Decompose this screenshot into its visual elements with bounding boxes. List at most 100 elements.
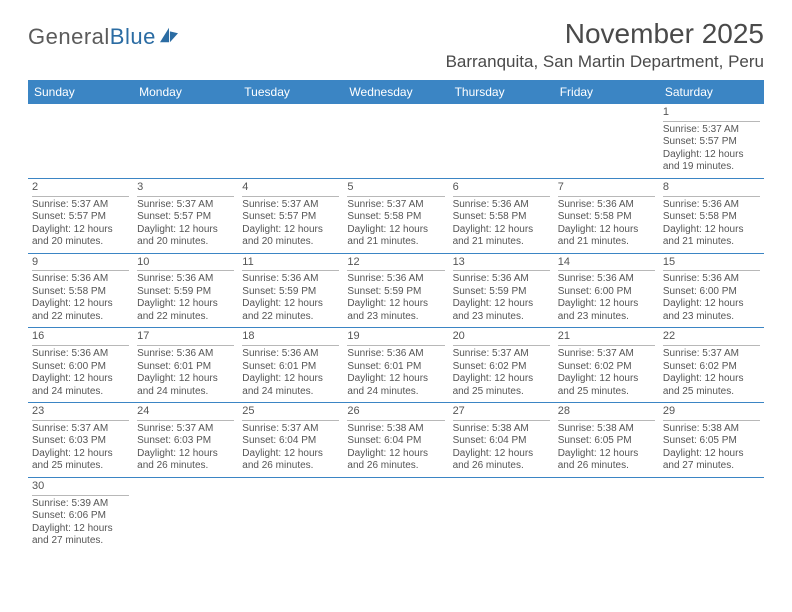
daylight-line-1: Daylight: 12 hours <box>453 373 550 386</box>
sunset-line: Sunset: 6:01 PM <box>347 361 444 374</box>
day-cell: 19Sunrise: 5:36 AMSunset: 6:01 PMDayligh… <box>343 328 448 402</box>
daylight-line-2: and 26 minutes. <box>347 460 444 473</box>
day-cell <box>133 104 238 178</box>
day-number: 1 <box>663 106 760 122</box>
weeks-container: 1 Sunrise: 5:37 AM Sunset: 5:57 PM Daylight… <box>28 104 764 552</box>
daylight-line-1: Daylight: 12 hours <box>453 448 550 461</box>
daylight-line-1: Daylight: 12 hours <box>663 224 760 237</box>
day-cell: 1Sunrise: 5:37 AMSunset: 5:57 PMDaylight… <box>659 104 764 178</box>
daylight-line-2: and 22 minutes. <box>32 311 129 324</box>
daylight-line-1: Daylight: 12 hours <box>558 448 655 461</box>
daylight-line-2: and 23 minutes. <box>453 311 550 324</box>
sunset-line: Sunset: 6:01 PM <box>137 361 234 374</box>
page-header: GeneralBlue November 2025 Barranquita, S… <box>28 18 764 72</box>
dow-cell: Thursday <box>449 80 554 104</box>
day-cell <box>343 478 448 552</box>
daylight-line-1: Daylight: 12 hours <box>242 448 339 461</box>
day-cell: 30Sunrise: 5:39 AMSunset: 6:06 PMDayligh… <box>28 478 133 552</box>
day-cell: 2Sunrise: 5:37 AMSunset: 5:57 PMDaylight… <box>28 179 133 253</box>
day-cell: 16Sunrise: 5:36 AMSunset: 6:00 PMDayligh… <box>28 328 133 402</box>
sunrise-line: Sunrise: 5:36 AM <box>32 273 129 286</box>
daylight-line-2: and 24 minutes. <box>242 386 339 399</box>
sunrise-line: Sunrise: 5:37 AM <box>347 199 444 212</box>
sunrise-line: Sunrise: 5:36 AM <box>558 273 655 286</box>
daylight-line-2: and 27 minutes. <box>32 535 129 548</box>
sunrise-line: Sunrise: 5:37 AM <box>663 348 760 361</box>
daylight-line-1: Daylight: 12 hours <box>347 373 444 386</box>
sunset-line: Sunset: 5:59 PM <box>453 286 550 299</box>
day-cell: 29Sunrise: 5:38 AMSunset: 6:05 PMDayligh… <box>659 403 764 477</box>
daylight-line-2: and 23 minutes. <box>347 311 444 324</box>
day-cell: 20Sunrise: 5:37 AMSunset: 6:02 PMDayligh… <box>449 328 554 402</box>
daylight-line-1: Daylight: 12 hours <box>347 224 444 237</box>
daylight-line-1: Daylight: 12 hours <box>32 523 129 536</box>
day-cell: 14Sunrise: 5:36 AMSunset: 6:00 PMDayligh… <box>554 254 659 328</box>
day-cell: 10Sunrise: 5:36 AMSunset: 5:59 PMDayligh… <box>133 254 238 328</box>
day-number: 5 <box>347 181 444 197</box>
daylight-line-2: and 19 minutes. <box>663 161 760 174</box>
daylight-line-2: and 21 minutes. <box>663 236 760 249</box>
daylight-line-2: and 24 minutes. <box>32 386 129 399</box>
title-block: November 2025 Barranquita, San Martin De… <box>446 18 764 72</box>
daylight-line-2: and 25 minutes. <box>663 386 760 399</box>
sunrise-line: Sunrise: 5:36 AM <box>453 199 550 212</box>
day-number: 23 <box>32 405 129 421</box>
week-row: 23Sunrise: 5:37 AMSunset: 6:03 PMDayligh… <box>28 403 764 478</box>
day-cell: 7Sunrise: 5:36 AMSunset: 5:58 PMDaylight… <box>554 179 659 253</box>
daylight-line-2: and 23 minutes. <box>558 311 655 324</box>
week-row: 30Sunrise: 5:39 AMSunset: 6:06 PMDayligh… <box>28 478 764 552</box>
day-number: 21 <box>558 330 655 346</box>
day-cell: 24Sunrise: 5:37 AMSunset: 6:03 PMDayligh… <box>133 403 238 477</box>
daylight-line-2: and 20 minutes. <box>137 236 234 249</box>
sunset-line: Sunset: 5:58 PM <box>453 211 550 224</box>
day-number: 3 <box>137 181 234 197</box>
sunrise-line: Sunrise: 5:36 AM <box>663 199 760 212</box>
daylight-line-2: and 25 minutes. <box>558 386 655 399</box>
day-number: 15 <box>663 256 760 272</box>
logo-text-a: General <box>28 24 110 49</box>
sunset-line: Sunset: 5:57 PM <box>137 211 234 224</box>
sunrise-line: Sunrise: 5:37 AM <box>558 348 655 361</box>
daylight-line-1: Daylight: 12 hours <box>663 298 760 311</box>
day-cell: 18Sunrise: 5:36 AMSunset: 6:01 PMDayligh… <box>238 328 343 402</box>
day-cell <box>554 104 659 178</box>
day-cell: 17Sunrise: 5:36 AMSunset: 6:01 PMDayligh… <box>133 328 238 402</box>
sunrise-line: Sunrise: 5:36 AM <box>558 199 655 212</box>
day-cell: 26Sunrise: 5:38 AMSunset: 6:04 PMDayligh… <box>343 403 448 477</box>
day-number: 28 <box>558 405 655 421</box>
day-cell: 11Sunrise: 5:36 AMSunset: 5:59 PMDayligh… <box>238 254 343 328</box>
daylight-line-1: Daylight: 12 hours <box>242 224 339 237</box>
sunset-line: Sunset: 6:03 PM <box>32 435 129 448</box>
sunrise-line: Sunrise: 5:37 AM <box>453 348 550 361</box>
day-number: 9 <box>32 256 129 272</box>
day-cell: 23Sunrise: 5:37 AMSunset: 6:03 PMDayligh… <box>28 403 133 477</box>
day-cell <box>554 478 659 552</box>
day-cell <box>659 478 764 552</box>
sunset-line: Sunset: 6:00 PM <box>663 286 760 299</box>
daylight-line-1: Daylight: 12 hours <box>137 373 234 386</box>
day-number: 6 <box>453 181 550 197</box>
day-number: 17 <box>137 330 234 346</box>
dow-cell: Sunday <box>28 80 133 104</box>
sunset-line: Sunset: 6:02 PM <box>663 361 760 374</box>
sunset-line: Sunset: 5:58 PM <box>347 211 444 224</box>
daylight-line-2: and 27 minutes. <box>663 460 760 473</box>
day-cell: 28Sunrise: 5:38 AMSunset: 6:05 PMDayligh… <box>554 403 659 477</box>
daylight-line-1: Daylight: 12 hours <box>453 298 550 311</box>
week-row: 1Sunrise: 5:37 AMSunset: 5:57 PMDaylight… <box>28 104 764 179</box>
daylight-line-1: Daylight: 12 hours <box>558 224 655 237</box>
sunrise-line: Sunrise: 5:38 AM <box>663 423 760 436</box>
daylight-line-1: Daylight: 12 hours <box>558 373 655 386</box>
day-number: 25 <box>242 405 339 421</box>
week-row: 16Sunrise: 5:36 AMSunset: 6:00 PMDayligh… <box>28 328 764 403</box>
sunrise-line: Sunrise: 5:38 AM <box>558 423 655 436</box>
sunset-line: Sunset: 6:00 PM <box>558 286 655 299</box>
day-cell <box>449 104 554 178</box>
day-cell: 13Sunrise: 5:36 AMSunset: 5:59 PMDayligh… <box>449 254 554 328</box>
dow-cell: Monday <box>133 80 238 104</box>
daylight-line-1: Daylight: 12 hours <box>137 448 234 461</box>
sunset-line: Sunset: 5:57 PM <box>32 211 129 224</box>
day-cell: 25Sunrise: 5:37 AMSunset: 6:04 PMDayligh… <box>238 403 343 477</box>
daylight-line-2: and 25 minutes. <box>453 386 550 399</box>
week-row: 2Sunrise: 5:37 AMSunset: 5:57 PMDaylight… <box>28 179 764 254</box>
